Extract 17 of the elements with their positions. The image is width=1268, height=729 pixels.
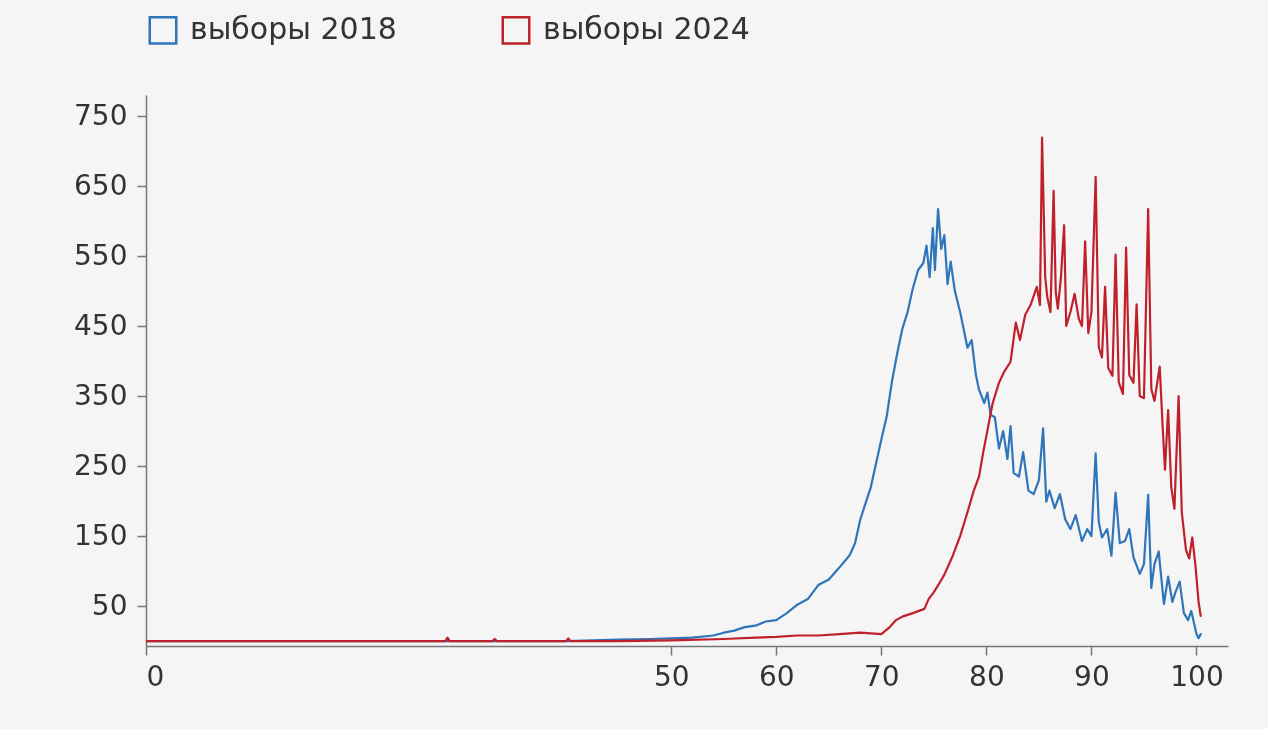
- legend-label: выборы 2024: [543, 11, 750, 47]
- y-tick-label: 350: [74, 378, 128, 412]
- y-tick-label: 750: [74, 98, 128, 132]
- y-tick-label: 50: [91, 588, 128, 622]
- x-tick-label: 60: [758, 659, 795, 693]
- y-tick-label: 550: [74, 238, 128, 272]
- y-tick-label: 150: [74, 518, 128, 552]
- x-tick-label: 0: [146, 659, 165, 693]
- y-tick-label: 650: [74, 168, 128, 202]
- x-tick-label: 70: [864, 659, 900, 693]
- x-tick-label: 80: [969, 659, 1005, 693]
- y-tick-label: 450: [74, 308, 128, 342]
- y-tick-label: 250: [74, 448, 128, 482]
- x-tick-label: 50: [653, 659, 690, 693]
- x-tick-label: 100: [1170, 659, 1224, 693]
- legend-label: выборы 2018: [190, 11, 397, 47]
- x-tick-label: 90: [1074, 659, 1110, 693]
